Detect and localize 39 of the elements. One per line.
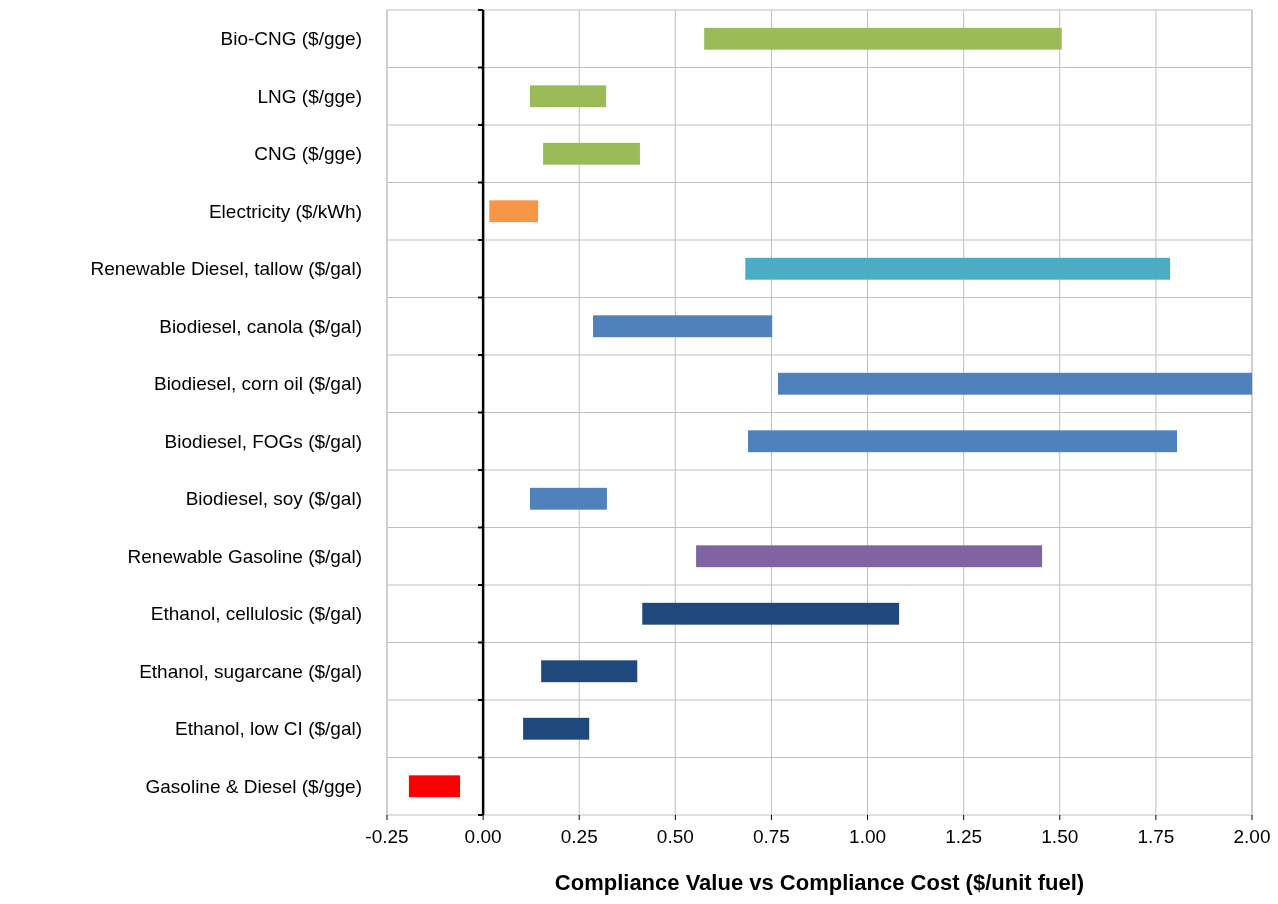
y-tick-label: Ethanol, low CI ($/gal) — [175, 718, 362, 740]
y-tick-label: Ethanol, cellulosic ($/gal) — [150, 603, 362, 625]
x-tick-label: 0.25 — [560, 826, 598, 847]
bar — [745, 257, 1171, 280]
y-tick-label: Biodiesel, soy ($/gal) — [185, 488, 362, 510]
bar — [696, 545, 1043, 568]
x-tick-label: 1.50 — [1041, 826, 1079, 847]
y-tick-label: LNG ($/gge) — [257, 85, 362, 107]
y-tick-label: Gasoline & Diesel ($/gge) — [145, 775, 362, 797]
bar — [489, 200, 539, 223]
x-tick-label: 1.00 — [849, 826, 887, 847]
y-tick-label: Biodiesel, FOGs ($/gal) — [164, 430, 362, 452]
bar — [747, 430, 1178, 453]
x-tick-label: 2.00 — [1233, 826, 1271, 847]
x-tick-label: -0.25 — [365, 826, 409, 847]
y-tick-label: Electricity ($/kWh) — [208, 200, 362, 222]
y-tick-label: Bio-CNG ($/gge) — [220, 28, 362, 50]
x-tick-label: 1.25 — [945, 826, 983, 847]
y-tick-label: Ethanol, sugarcane ($/gal) — [139, 660, 362, 682]
bar — [530, 85, 607, 108]
bar — [543, 142, 640, 165]
x-axis-title: Compliance Value vs Compliance Cost ($/unit fuel) — [554, 870, 1085, 895]
y-tick-label: Biodiesel, canola ($/gal) — [159, 315, 362, 337]
bar — [408, 775, 461, 798]
x-tick-label: 0.75 — [752, 826, 790, 847]
y-tick-label: Renewable Gasoline ($/gal) — [127, 545, 362, 567]
x-tick-label: 1.75 — [1137, 826, 1175, 847]
bar — [642, 602, 900, 625]
y-tick-label: Renewable Diesel, tallow ($/gal) — [90, 258, 362, 280]
x-tick-label: 0.00 — [464, 826, 502, 847]
bar — [523, 717, 590, 740]
bar — [541, 660, 638, 683]
bar — [593, 315, 773, 338]
y-tick-label: CNG ($/gge) — [254, 143, 362, 165]
bar — [530, 487, 607, 510]
x-tick-label: 0.50 — [656, 826, 694, 847]
bar — [704, 27, 1062, 50]
bar — [777, 372, 1252, 395]
y-tick-label: Biodiesel, corn oil ($/gal) — [153, 373, 362, 395]
